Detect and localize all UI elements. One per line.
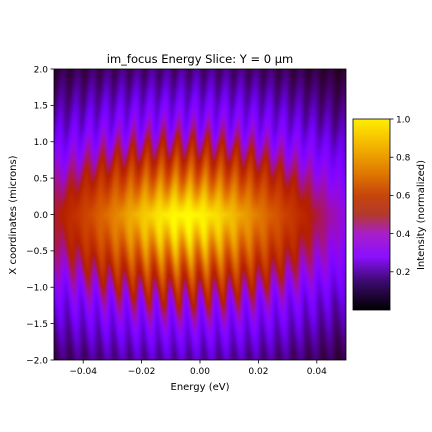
x-tick-label: −0.02 — [128, 367, 156, 377]
x-tick-label: 0.02 — [248, 367, 268, 377]
colorbar-tick-label: 1.0 — [396, 115, 411, 125]
colorbar-tick-label: 0.8 — [396, 154, 411, 164]
x-tick-label: −0.04 — [69, 367, 97, 377]
y-axis-label: X coordinates (microns) — [8, 155, 19, 274]
x-axis-ticks: −0.04 −0.02 0.00 0.02 0.04 — [69, 360, 327, 377]
y-tick-label: −1.5 — [26, 320, 48, 330]
plot-area — [54, 69, 346, 360]
chart-title: im_focus Energy Slice: Y = 0 µm — [107, 52, 294, 66]
y-tick-label: −0.5 — [26, 247, 48, 257]
x-tick-label: 0.00 — [190, 367, 210, 377]
heatmap-canvas — [54, 69, 346, 360]
colorbar-label: Intensity (normalized) — [416, 160, 427, 270]
y-tick-label: 0.5 — [34, 174, 48, 184]
y-tick-label: 1.0 — [34, 138, 49, 148]
colorbar — [352, 118, 391, 311]
y-tick-label: −1.0 — [26, 284, 48, 294]
y-tick-label: −2.0 — [26, 356, 48, 366]
y-axis-ticks: −2.0 −1.5 −1.0 −0.5 0.0 0.5 1.0 1.5 2.0 — [26, 65, 54, 366]
x-axis-label: Energy (eV) — [171, 382, 230, 393]
colorbar-ticks: 0.2 0.4 0.6 0.8 1.0 — [390, 115, 411, 278]
y-tick-label: 0.0 — [34, 211, 49, 221]
y-tick-label: 2.0 — [34, 65, 49, 75]
y-tick-label: 1.5 — [34, 102, 48, 112]
colorbar-tick-label: 0.6 — [396, 192, 411, 202]
colorbar-tick-label: 0.2 — [396, 268, 410, 278]
colorbar-tick-label: 0.4 — [396, 230, 411, 240]
x-tick-label: 0.04 — [307, 367, 327, 377]
